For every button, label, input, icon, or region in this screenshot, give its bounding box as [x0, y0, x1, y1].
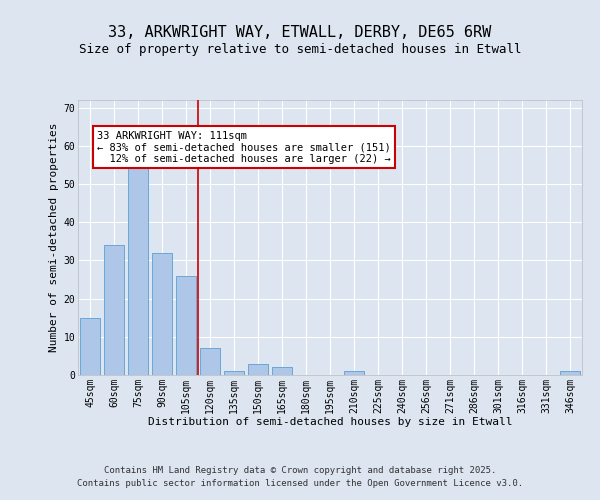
Bar — [224, 371, 244, 375]
Bar — [128, 165, 148, 375]
Bar — [176, 276, 196, 375]
Text: Contains HM Land Registry data © Crown copyright and database right 2025.
Contai: Contains HM Land Registry data © Crown c… — [77, 466, 523, 487]
Bar — [104, 245, 124, 375]
Bar — [560, 371, 580, 375]
Bar — [248, 364, 268, 375]
Bar — [80, 318, 100, 375]
Text: 33, ARKWRIGHT WAY, ETWALL, DERBY, DE65 6RW: 33, ARKWRIGHT WAY, ETWALL, DERBY, DE65 6… — [109, 25, 491, 40]
Text: Size of property relative to semi-detached houses in Etwall: Size of property relative to semi-detach… — [79, 44, 521, 57]
Bar — [344, 371, 364, 375]
Y-axis label: Number of semi-detached properties: Number of semi-detached properties — [49, 122, 59, 352]
Bar — [152, 253, 172, 375]
Text: 33 ARKWRIGHT WAY: 111sqm
← 83% of semi-detached houses are smaller (151)
  12% o: 33 ARKWRIGHT WAY: 111sqm ← 83% of semi-d… — [97, 130, 391, 164]
Bar — [200, 348, 220, 375]
X-axis label: Distribution of semi-detached houses by size in Etwall: Distribution of semi-detached houses by … — [148, 417, 512, 427]
Bar — [272, 368, 292, 375]
